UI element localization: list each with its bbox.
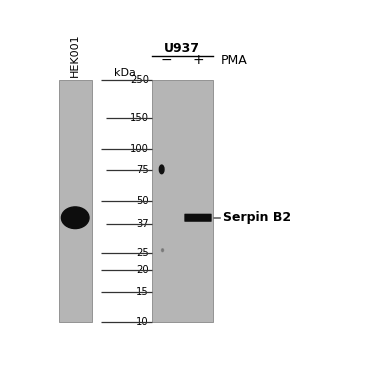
Text: U937: U937 [164, 42, 200, 55]
Bar [152, 80, 213, 322]
Bar [58, 80, 92, 322]
Text: 25: 25 [136, 248, 149, 258]
Text: 10: 10 [136, 317, 149, 327]
Ellipse shape [162, 249, 164, 252]
Text: 50: 50 [136, 196, 149, 206]
Text: PMA: PMA [221, 54, 248, 67]
FancyBboxPatch shape [184, 214, 211, 222]
Text: 15: 15 [136, 286, 149, 297]
Text: +: + [192, 53, 204, 67]
Ellipse shape [159, 165, 164, 174]
Ellipse shape [62, 207, 89, 229]
Text: −: − [160, 53, 172, 67]
Text: 150: 150 [130, 113, 149, 123]
Text: 100: 100 [130, 144, 149, 154]
Text: Serpin B2: Serpin B2 [223, 211, 291, 224]
Text: kDa: kDa [114, 68, 136, 78]
Text: 20: 20 [136, 265, 149, 275]
Text: 250: 250 [130, 75, 149, 85]
Text: 75: 75 [136, 165, 149, 176]
Text: 37: 37 [136, 219, 149, 229]
Text: HEK001: HEK001 [70, 33, 80, 77]
